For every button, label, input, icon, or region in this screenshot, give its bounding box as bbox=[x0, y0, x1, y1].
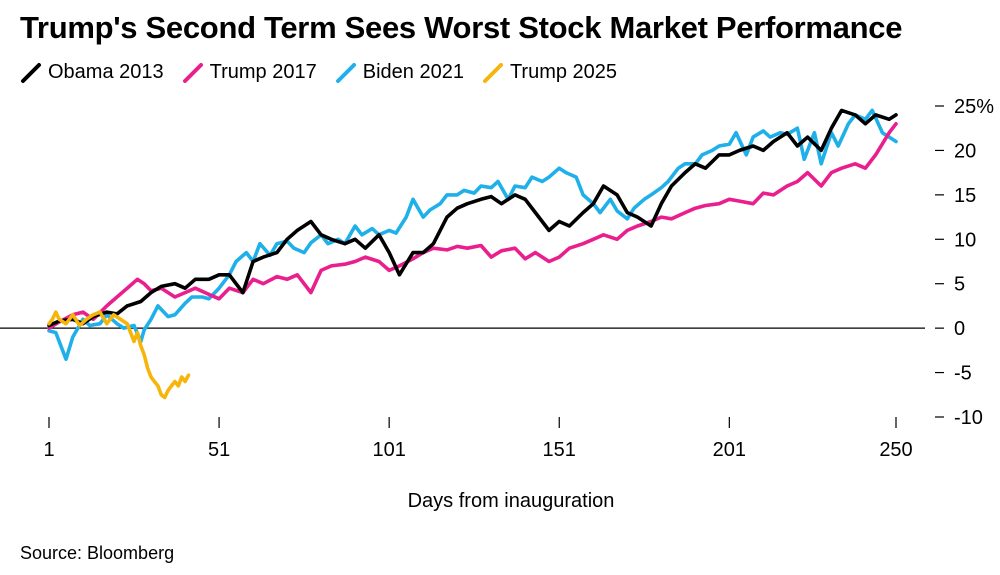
x-tick-label: 101 bbox=[372, 439, 405, 461]
y-tick-label: 20 bbox=[954, 140, 976, 162]
legend-label-trump-2025: Trump 2025 bbox=[509, 61, 618, 83]
y-tick-label: 25% bbox=[954, 96, 994, 118]
series-line-obama-2013 bbox=[47, 108, 898, 328]
chart-title: Trump's Second Term Sees Worst Stock Mar… bbox=[20, 10, 903, 45]
x-tick-label: 51 bbox=[208, 439, 230, 461]
x-axis-label: Days from inauguration bbox=[407, 490, 615, 512]
series-line-biden-2021 bbox=[47, 108, 898, 362]
x-tick-label: 250 bbox=[879, 439, 912, 461]
x-tick-label: 1 bbox=[43, 439, 54, 461]
legend-item-biden-2021: Biden 2021 bbox=[335, 61, 464, 84]
source-note: Source: Bloomberg bbox=[20, 543, 175, 563]
legend: Obama 2013 Trump 2017 Biden 2021 Trump 2… bbox=[20, 61, 635, 84]
y-tick-label: 5 bbox=[954, 274, 965, 296]
y-tick-label: 10 bbox=[954, 229, 976, 251]
legend-label-biden-2021: Biden 2021 bbox=[362, 61, 464, 83]
legend-swatch-obama-2013 bbox=[21, 62, 41, 83]
y-tick-label: -5 bbox=[954, 363, 972, 385]
legend-label-trump-2017: Trump 2017 bbox=[209, 61, 317, 83]
legend-swatch-trump-2025 bbox=[482, 62, 503, 83]
y-tick-label: 15 bbox=[954, 185, 976, 207]
y-tick-label: 0 bbox=[954, 318, 965, 340]
legend-swatch-biden-2021 bbox=[335, 62, 356, 83]
x-tick-label: 151 bbox=[543, 439, 576, 461]
legend-label-obama-2013: Obama 2013 bbox=[48, 61, 164, 83]
legend-swatch-trump-2017 bbox=[182, 62, 203, 83]
series-line-trump-2017 bbox=[47, 122, 898, 330]
x-tick-label: 201 bbox=[713, 439, 746, 461]
legend-item-trump-2017: Trump 2017 bbox=[182, 61, 317, 84]
legend-item-trump-2025: Trump 2025 bbox=[482, 61, 617, 84]
legend-item-obama-2013: Obama 2013 bbox=[20, 61, 164, 84]
series-line-trump-2025 bbox=[47, 310, 191, 400]
y-tick-label: -10 bbox=[954, 407, 983, 429]
